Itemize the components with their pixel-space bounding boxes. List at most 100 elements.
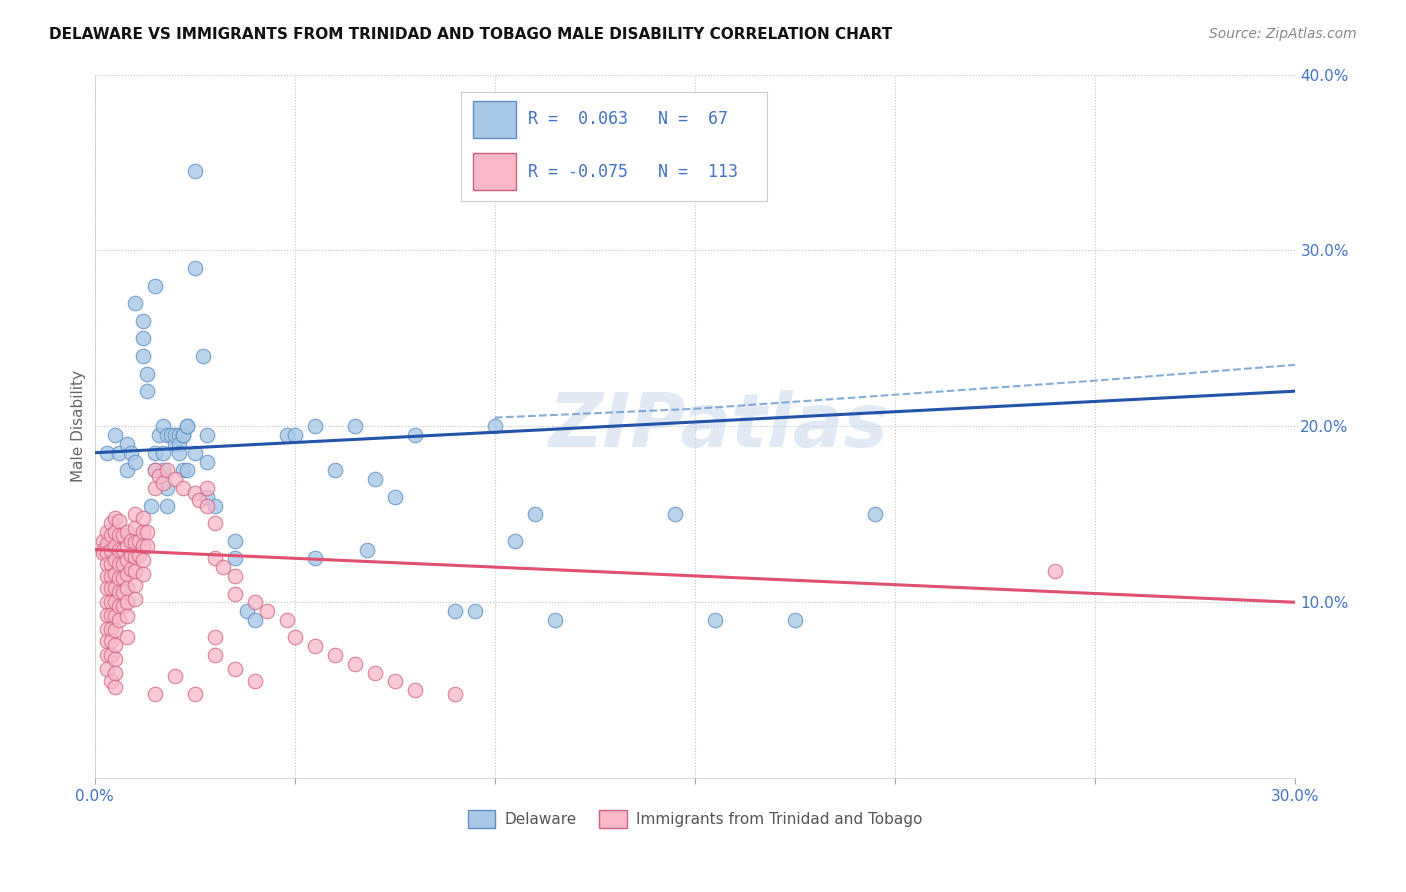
Point xyxy=(143,463,166,477)
Point xyxy=(124,521,146,535)
Point xyxy=(404,428,426,442)
Point xyxy=(172,463,194,477)
Point xyxy=(115,567,138,582)
Point xyxy=(284,428,307,442)
Point xyxy=(107,571,129,585)
Point xyxy=(135,367,157,381)
Point xyxy=(96,607,118,622)
Point xyxy=(96,569,118,583)
Point xyxy=(107,599,129,613)
Point xyxy=(107,613,129,627)
Point xyxy=(124,508,146,522)
Point xyxy=(115,524,138,539)
Point xyxy=(176,419,198,434)
Point xyxy=(103,539,125,553)
Point xyxy=(131,553,153,567)
Point xyxy=(103,524,125,539)
Point xyxy=(195,481,218,495)
Point xyxy=(443,687,465,701)
Point xyxy=(103,609,125,624)
Point xyxy=(276,613,298,627)
Point xyxy=(224,586,246,600)
Point xyxy=(195,428,218,442)
Point xyxy=(404,683,426,698)
Point xyxy=(863,508,886,522)
Point xyxy=(704,613,727,627)
Point xyxy=(139,499,162,513)
Point xyxy=(96,557,118,571)
Point xyxy=(103,428,125,442)
Point xyxy=(115,539,138,553)
Point xyxy=(224,533,246,548)
Point xyxy=(544,613,567,627)
Point xyxy=(195,499,218,513)
Point xyxy=(96,662,118,676)
Point xyxy=(183,446,205,460)
Point xyxy=(156,499,179,513)
Point xyxy=(100,607,122,622)
Point xyxy=(103,595,125,609)
Point xyxy=(235,604,257,618)
Point xyxy=(224,569,246,583)
Point xyxy=(96,446,118,460)
Point xyxy=(276,428,298,442)
Point xyxy=(443,604,465,618)
Point xyxy=(148,428,170,442)
Point xyxy=(304,551,326,566)
Point xyxy=(124,549,146,564)
Point xyxy=(172,428,194,442)
Point xyxy=(224,662,246,676)
Point xyxy=(115,609,138,624)
Point xyxy=(100,528,122,542)
Point xyxy=(195,454,218,468)
Point xyxy=(124,535,146,549)
Point xyxy=(143,481,166,495)
Point xyxy=(143,446,166,460)
Point xyxy=(120,562,142,576)
Point xyxy=(131,314,153,328)
Point xyxy=(384,490,406,504)
Point xyxy=(124,296,146,310)
Point xyxy=(783,613,806,627)
Point xyxy=(131,331,153,345)
Point xyxy=(176,463,198,477)
Point xyxy=(356,542,378,557)
Point xyxy=(176,419,198,434)
Point xyxy=(156,428,179,442)
Point xyxy=(103,638,125,652)
Point xyxy=(111,571,134,585)
Point xyxy=(167,428,190,442)
Point xyxy=(107,446,129,460)
Point xyxy=(107,557,129,571)
Point xyxy=(484,419,506,434)
Point xyxy=(103,680,125,694)
Point xyxy=(103,624,125,638)
Point xyxy=(91,546,114,560)
Point xyxy=(204,648,226,662)
Point xyxy=(100,622,122,636)
Point xyxy=(172,428,194,442)
Point xyxy=(111,584,134,599)
Point xyxy=(120,446,142,460)
Point xyxy=(183,687,205,701)
Point xyxy=(111,528,134,542)
Point xyxy=(304,419,326,434)
Point xyxy=(115,463,138,477)
Y-axis label: Male Disability: Male Disability xyxy=(72,370,86,483)
Point xyxy=(96,537,118,551)
Point xyxy=(211,560,233,574)
Point xyxy=(103,553,125,567)
Point xyxy=(96,581,118,595)
Point xyxy=(664,508,686,522)
Point xyxy=(243,613,266,627)
Point xyxy=(115,631,138,645)
Point xyxy=(135,524,157,539)
Point xyxy=(135,539,157,553)
Point xyxy=(100,648,122,662)
Point xyxy=(191,349,214,363)
Point xyxy=(131,511,153,525)
Point xyxy=(100,516,122,530)
Point xyxy=(96,648,118,662)
Point xyxy=(364,472,387,486)
Point xyxy=(183,486,205,500)
